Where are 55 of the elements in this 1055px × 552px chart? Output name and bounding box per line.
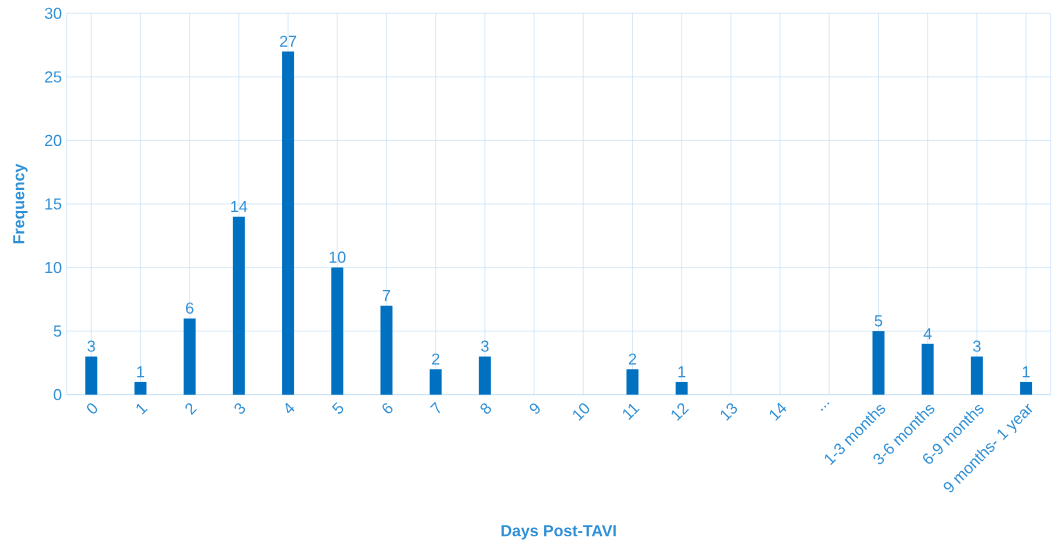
x-tick-label: 6 bbox=[382, 403, 393, 414]
data-label: 4 bbox=[923, 328, 932, 340]
x-tick-label: ... bbox=[820, 402, 830, 411]
bar bbox=[331, 267, 344, 395]
bar bbox=[675, 381, 688, 395]
y-axis-title: Frequency bbox=[13, 163, 28, 244]
x-tick-label: 8 bbox=[480, 403, 492, 414]
x-tick-label: 5 bbox=[331, 402, 344, 414]
y-tick-label: 20 bbox=[45, 134, 62, 147]
y-tick-label: 25 bbox=[45, 71, 62, 83]
bar bbox=[429, 369, 442, 395]
x-tick-label: 13 bbox=[720, 403, 738, 421]
data-label: 10 bbox=[329, 251, 346, 263]
bar bbox=[970, 356, 983, 395]
bar bbox=[183, 318, 196, 395]
bar bbox=[921, 343, 934, 395]
x-tick-label: 10 bbox=[573, 403, 590, 421]
data-label: 6 bbox=[186, 302, 194, 314]
bar bbox=[872, 331, 885, 395]
bar bbox=[1020, 381, 1033, 395]
x-tick-label: 2 bbox=[185, 403, 197, 415]
data-label: 2 bbox=[628, 353, 637, 365]
y-tick-label: 15 bbox=[45, 198, 62, 210]
x-tick-label: 9 bbox=[529, 403, 540, 414]
y-tick-label: 10 bbox=[45, 261, 62, 274]
data-label: 2 bbox=[432, 353, 440, 365]
x-tick-label: 0 bbox=[87, 403, 98, 414]
data-label: 5 bbox=[874, 315, 883, 327]
bar bbox=[232, 216, 245, 395]
data-label: 3 bbox=[481, 340, 489, 352]
data-label: 1 bbox=[1022, 366, 1030, 378]
x-tick-label: 3 bbox=[234, 403, 246, 414]
data-label: 3 bbox=[87, 340, 95, 352]
x-tick-label: 11 bbox=[623, 403, 640, 420]
data-label: 27 bbox=[280, 35, 297, 47]
x-tick-label: 4 bbox=[285, 402, 295, 414]
x-tick-label: 1 bbox=[136, 403, 148, 415]
bar bbox=[626, 369, 639, 395]
bar bbox=[85, 356, 98, 395]
data-label: 3 bbox=[973, 340, 981, 352]
bar bbox=[282, 51, 295, 395]
x-axis-title: Days Post-TAVI bbox=[501, 525, 616, 540]
x-tick-label: 14 bbox=[769, 402, 787, 421]
bar bbox=[380, 305, 393, 395]
data-label: 14 bbox=[231, 201, 248, 213]
x-tick-label: 7 bbox=[429, 401, 441, 414]
x-tick-label: 12 bbox=[671, 403, 689, 421]
data-label: 1 bbox=[137, 366, 145, 378]
y-tick-label: 30 bbox=[44, 7, 62, 19]
bar bbox=[134, 381, 147, 395]
data-label: 1 bbox=[678, 366, 686, 378]
data-label: 7 bbox=[382, 290, 391, 301]
y-tick-label: 0 bbox=[53, 389, 62, 401]
y-tick-label: 5 bbox=[53, 325, 62, 337]
bar bbox=[478, 356, 491, 395]
